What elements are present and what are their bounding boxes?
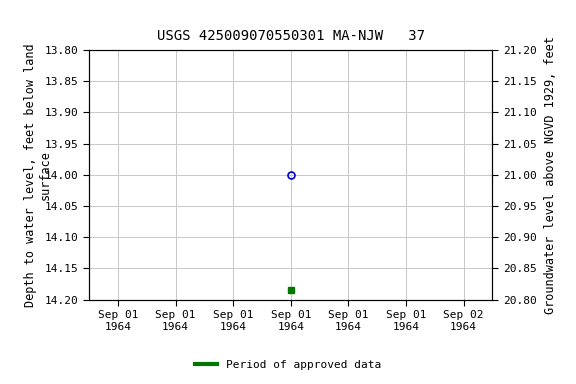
Y-axis label: Depth to water level, feet below land
surface: Depth to water level, feet below land su… xyxy=(24,43,52,306)
Legend: Period of approved data: Period of approved data xyxy=(191,356,385,375)
Y-axis label: Groundwater level above NGVD 1929, feet: Groundwater level above NGVD 1929, feet xyxy=(544,36,556,314)
Title: USGS 425009070550301 MA-NJW   37: USGS 425009070550301 MA-NJW 37 xyxy=(157,29,425,43)
